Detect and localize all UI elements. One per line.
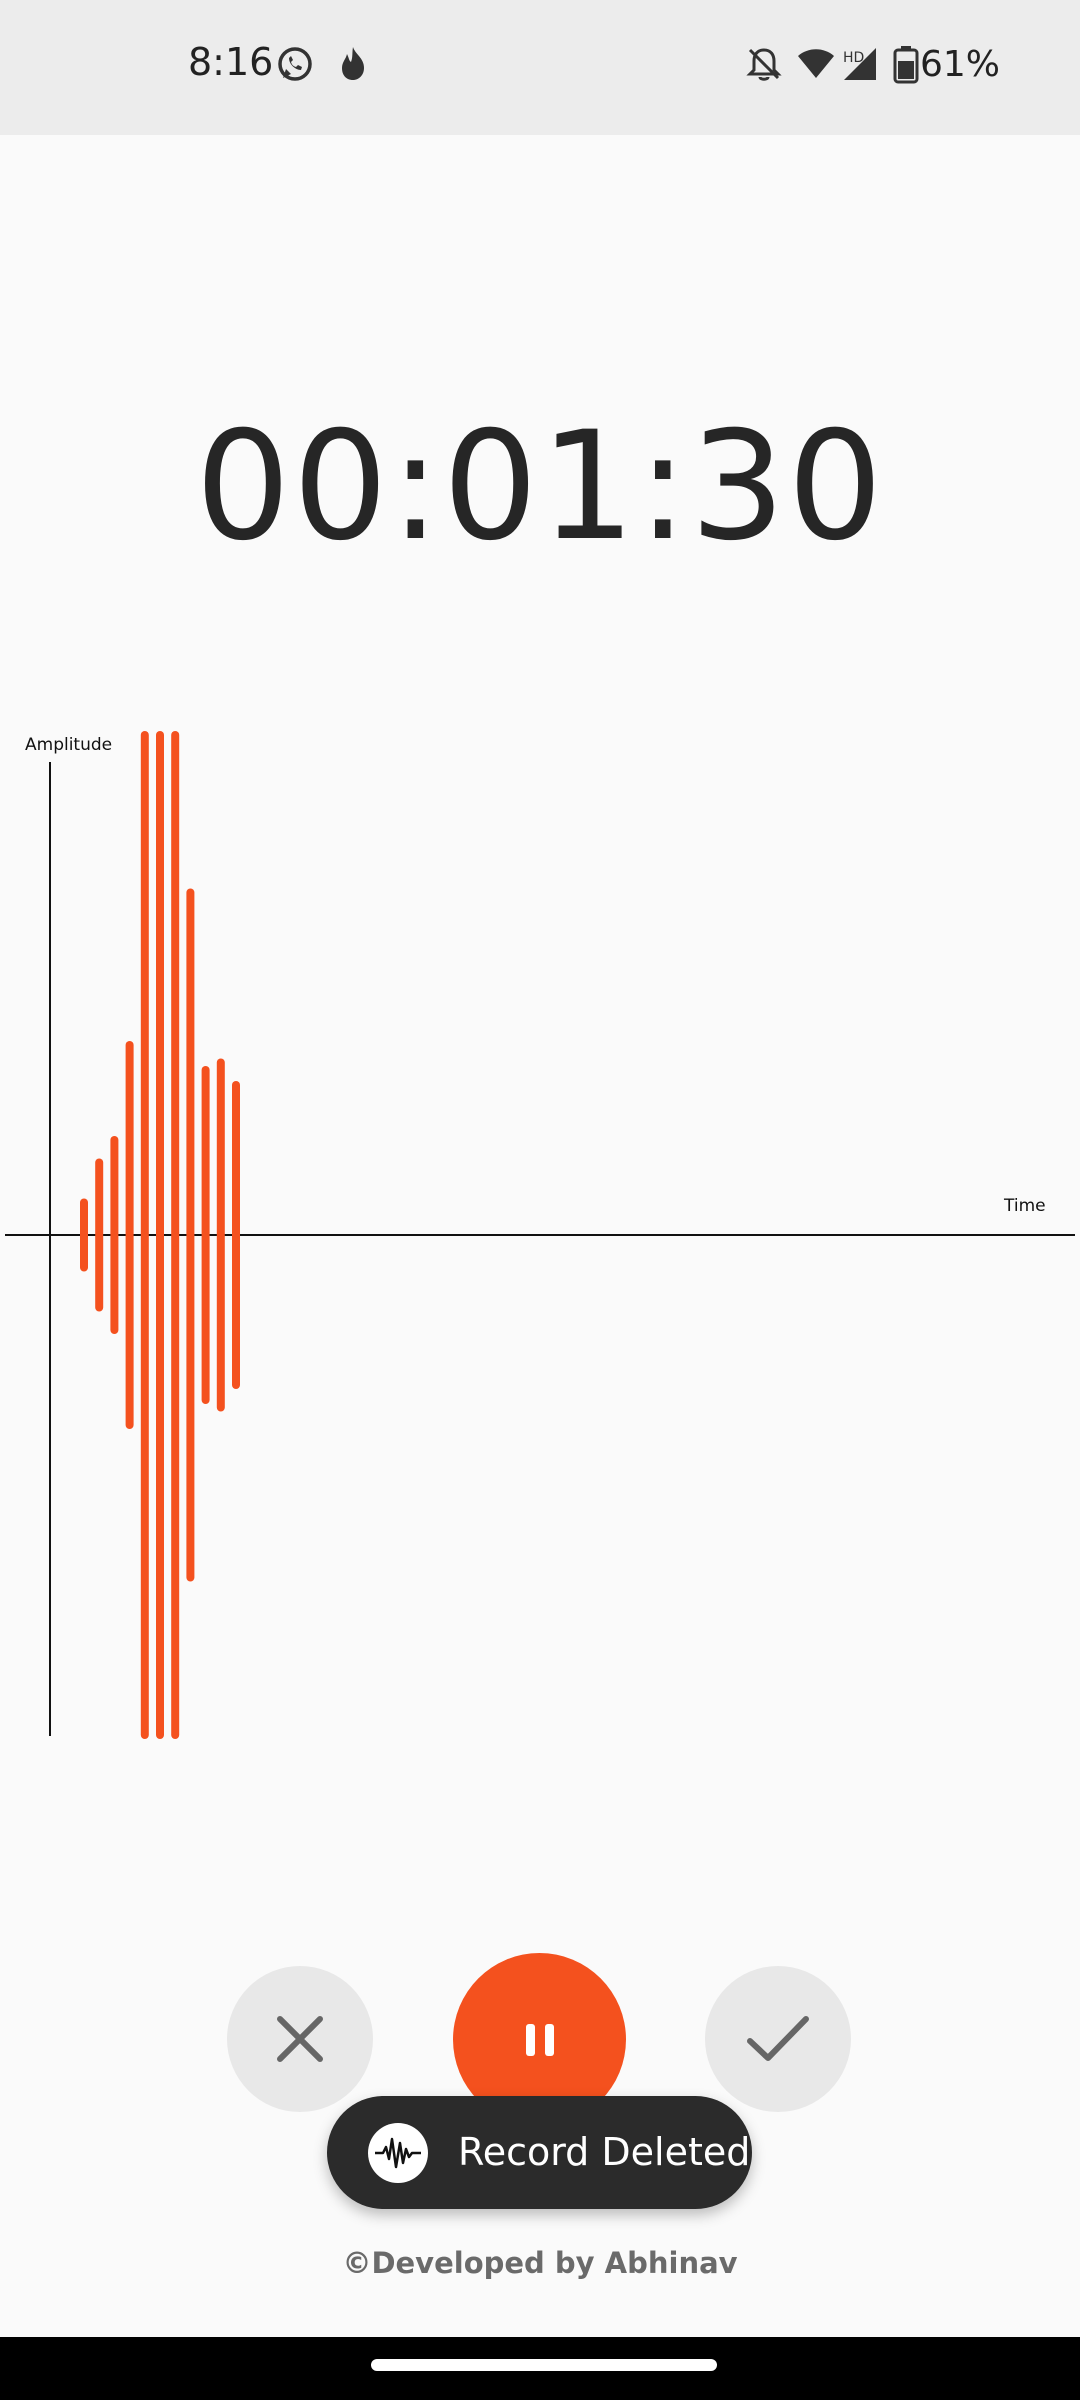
toast-message: Record Deleted [458,2130,751,2174]
whatsapp-icon [278,47,312,81]
cancel-button[interactable] [227,1966,373,2112]
navigation-bar [0,2337,1080,2400]
battery-percent: 61% [920,44,1001,85]
close-icon [277,2016,323,2062]
toast-app-icon [368,2123,428,2183]
waveform-icon [375,2137,421,2169]
toast-notification: Record Deleted [327,2096,752,2209]
recording-timer: 00:01:30 [195,400,885,574]
status-bar: 8:16 HD 61% [0,0,1080,135]
wifi-icon [798,49,834,78]
tinder-flame-icon [342,47,364,80]
check-icon [747,2016,809,2061]
save-button[interactable] [705,1966,851,2112]
signal-icon [844,48,876,80]
developer-credit: ©Developed by Abhinav [342,2246,738,2280]
x-axis-label: Time [1004,1196,1046,1216]
waveform-svg [5,731,1075,1739]
home-gesture-pill[interactable] [371,2359,717,2371]
status-time: 8:16 [188,40,274,84]
bell-off-icon [746,48,782,81]
y-axis-label: Amplitude [25,735,113,755]
battery-icon [893,46,919,84]
network-badge: HD [843,50,865,66]
amplitude-waveform: Amplitude Time [0,720,1080,1740]
pause-icon [525,2023,554,2056]
